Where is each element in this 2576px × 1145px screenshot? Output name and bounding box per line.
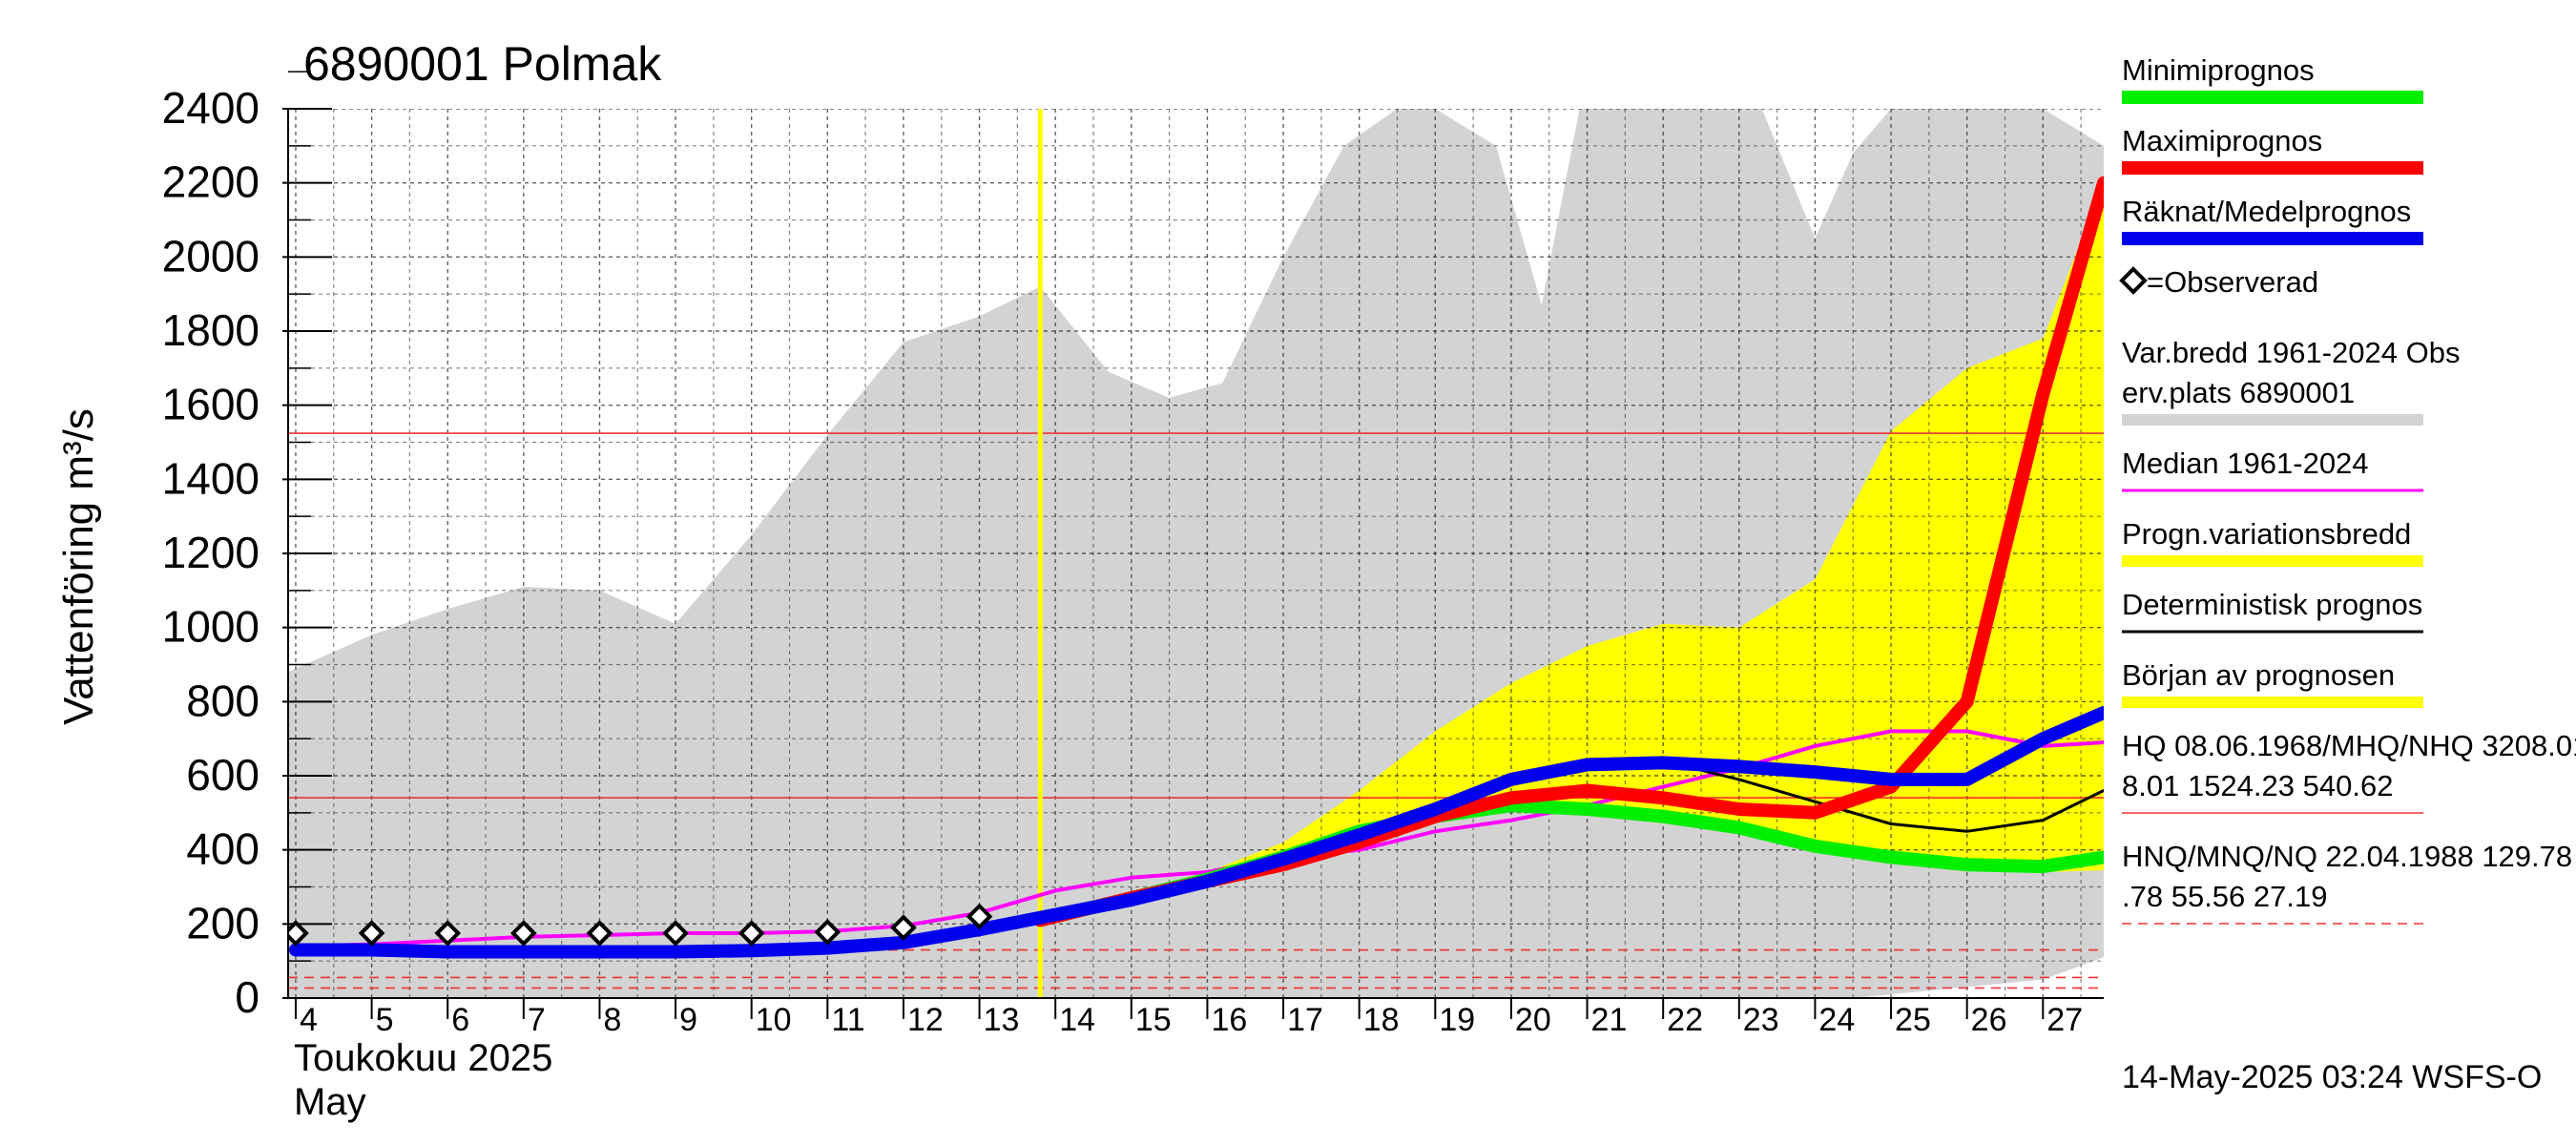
- legend-item-10-label: HNQ/MNQ/NQ 22.04.1988 129.78: [2122, 840, 2572, 873]
- observed-point: [966, 903, 993, 930]
- observed-point: [586, 920, 613, 947]
- y-tick-label: 1400: [162, 453, 260, 503]
- legend-item-9-label: 8.01 1524.23 540.62: [2122, 769, 2393, 802]
- observed-point: [358, 920, 385, 947]
- y-tick-label: 600: [186, 750, 260, 800]
- x-tick-label: 12: [907, 1002, 944, 1038]
- y-axis-label: Vattenföring m³/s: [55, 408, 102, 725]
- x-tick-label: 23: [1743, 1002, 1779, 1038]
- observed-point: [662, 920, 689, 947]
- x-tick-label: 15: [1135, 1002, 1172, 1038]
- x-tick-label: 25: [1895, 1002, 1931, 1038]
- x-tick-label: 8: [603, 1002, 621, 1038]
- y-tick-label: 400: [186, 824, 260, 874]
- y-tick-label: 1800: [162, 305, 260, 355]
- observed-point: [510, 920, 537, 947]
- forecast-variation-band: [1040, 182, 2104, 921]
- x-tick-label: 17: [1287, 1002, 1323, 1038]
- x-tick-label: 20: [1515, 1002, 1551, 1038]
- x-tick-label: 6: [451, 1002, 469, 1038]
- legend-item-4-label: erv.plats 6890001: [2122, 376, 2355, 409]
- x-tick-label: 16: [1211, 1002, 1247, 1038]
- x-tick-label: 26: [1971, 1002, 2007, 1038]
- y-tick-label: 2000: [162, 231, 260, 281]
- y-tick-label: 0: [235, 972, 260, 1022]
- x-tick-label: 22: [1667, 1002, 1703, 1038]
- legend-item-10-label: .78 55.56 27.19: [2122, 880, 2327, 913]
- legend-item-8-label: Början av prognosen: [2122, 658, 2395, 692]
- x-tick-label: 7: [528, 1002, 546, 1038]
- legend-item-1-label: Maximiprognos: [2122, 124, 2322, 157]
- x-tick-label: 10: [756, 1002, 792, 1038]
- legend-item-3-label: =Observerad: [2147, 265, 2318, 299]
- x-tick-label: 14: [1059, 1002, 1095, 1038]
- legend-item-6-label: Progn.variationsbredd: [2122, 517, 2411, 551]
- x-tick-label: 13: [984, 1002, 1020, 1038]
- x-tick-label: 27: [2046, 1002, 2083, 1038]
- chart-title: 6890001 Polmak: [303, 37, 662, 91]
- x-tick-label: 5: [376, 1002, 394, 1038]
- legend-item-5-label: Median 1961-2024: [2122, 447, 2369, 480]
- series-mean-line: [289, 706, 2104, 959]
- legend-observed-marker: [2119, 266, 2148, 295]
- legend-item-0-label: Minimiprognos: [2122, 53, 2315, 87]
- y-tick-label: 1600: [162, 380, 260, 429]
- x-tick-label: 11: [831, 1002, 864, 1038]
- legend-item-2-label: Räknat/Medelprognos: [2122, 195, 2411, 228]
- x-tick-label: 4: [300, 1002, 318, 1038]
- x-tick-label: 9: [679, 1002, 697, 1038]
- observed-point: [814, 919, 841, 946]
- x-tick-label: 21: [1591, 1002, 1628, 1038]
- y-tick-label: 1000: [162, 602, 260, 652]
- x-tick-label: 19: [1439, 1002, 1475, 1038]
- observed-point: [890, 914, 917, 942]
- x-axis-month-label-english: May: [294, 1081, 366, 1123]
- footer-timestamp: 14-May-2025 03:24 WSFS-O: [2122, 1059, 2542, 1095]
- legend-item-4-label: Var.bredd 1961-2024 Obs: [2122, 336, 2460, 369]
- observed-point: [737, 920, 765, 947]
- y-tick-label: 800: [186, 676, 260, 725]
- y-tick-label: 200: [186, 898, 260, 947]
- x-tick-label: 18: [1363, 1002, 1400, 1038]
- y-tick-label: 1200: [162, 528, 260, 577]
- observed-point: [434, 920, 462, 947]
- x-axis-month-label: Toukokuu 2025: [294, 1037, 552, 1079]
- x-tick-label: 24: [1818, 1002, 1855, 1038]
- legend-item-7-label: Deterministisk prognos: [2122, 588, 2422, 621]
- legend-item-9-label: HQ 08.06.1968/MHQ/NHQ 3208.01: [2122, 729, 2576, 762]
- y-tick-label: 2400: [162, 83, 260, 133]
- y-tick-label: 2200: [162, 157, 260, 207]
